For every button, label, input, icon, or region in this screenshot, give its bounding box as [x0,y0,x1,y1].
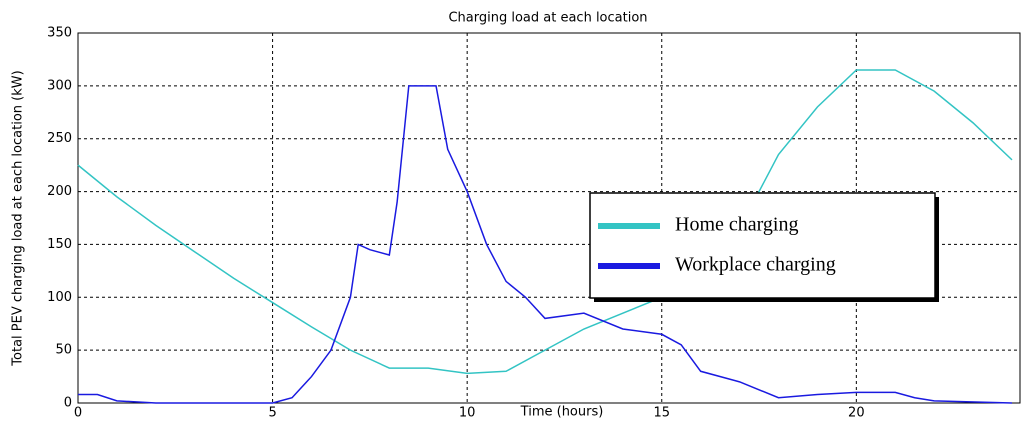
x-tick-label: 15 [653,406,670,421]
legend: Home charging Workplace charging [589,192,939,302]
plot-frame [77,32,1021,404]
y-tick-label: 300 [47,78,72,93]
y-tick-label: 100 [47,290,72,305]
y-tick-label: 200 [47,184,72,199]
chart-title: Charging load at each location [448,11,647,26]
legend-box [589,192,936,299]
x-tick-label: 10 [459,406,476,421]
x-axis-label: Time (hours) [520,405,604,420]
legend-label: Workplace charging [675,254,836,276]
x-tick-label: 5 [268,406,276,421]
y-tick-label: 150 [47,237,72,252]
series-line [77,69,1013,375]
y-axis-label: Total PEV charging load at each location… [11,70,26,366]
y-tick-label: 250 [47,131,72,146]
y-tick-label: 350 [47,26,72,41]
series-line [78,85,1013,404]
legend-label: Home charging [675,214,799,236]
x-tick-label: 20 [848,406,865,421]
y-tick-label: 50 [55,343,72,358]
y-tick-label: 0 [64,396,72,411]
x-tick-label: 0 [74,406,82,421]
